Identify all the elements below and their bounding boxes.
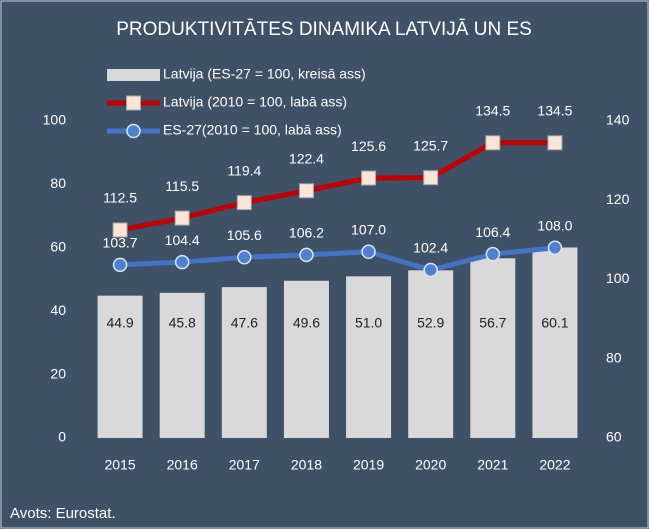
point-value-label: 119.4: [227, 162, 261, 178]
marker: [236, 195, 252, 211]
source-note: Avots: Eurostat.: [10, 505, 116, 522]
point-value-label: 134.5: [475, 102, 510, 118]
y2-tick-label: 140: [606, 112, 630, 128]
marker: [423, 170, 439, 186]
x-tick-label: 2021: [477, 457, 508, 473]
bar-value-label: 60.1: [541, 315, 568, 331]
marker: [547, 240, 563, 256]
bar-value-label: 49.6: [293, 315, 320, 331]
marker: [299, 247, 314, 263]
bar: [532, 247, 578, 438]
chart-title: PRODUKTIVITĀTES DINAMIKA LATVIJĀ UN ES: [116, 19, 532, 40]
series-line: [119, 140, 555, 233]
bar-value-label: 45.8: [169, 315, 196, 331]
point-value-label: 107.0: [351, 221, 386, 237]
point-value-label: 104.4: [165, 232, 200, 248]
point-value-label: 125.6: [351, 138, 386, 154]
y-tick-label: 40: [50, 302, 66, 318]
y2-tick-label: 80: [606, 349, 622, 365]
marker: [485, 246, 501, 262]
legend-label: Latvija (ES-27 = 100, kreisā ass): [163, 66, 366, 82]
bar: [221, 287, 267, 438]
legend-label: Latvija (2010 = 100, labā ass): [163, 94, 347, 110]
marker: [485, 135, 501, 151]
y2-tick-label: 60: [606, 429, 622, 445]
point-value-label: 108.0: [537, 218, 572, 234]
marker: [361, 244, 376, 260]
x-tick-label: 2016: [167, 457, 198, 473]
bar: [408, 270, 454, 438]
x-tick-label: 2018: [291, 457, 322, 473]
y2-tick-label: 100: [606, 270, 630, 286]
y-tick-label: 0: [58, 429, 66, 445]
legend-label: ES-27(2010 = 100, labā ass): [163, 122, 342, 138]
x-tick-label: 2022: [539, 457, 570, 473]
point-value-label: 102.4: [413, 240, 448, 256]
point-value-label: 105.6: [227, 227, 262, 243]
point-value-label: 112.5: [103, 190, 137, 206]
marker: [237, 250, 252, 265]
marker: [547, 135, 563, 151]
y-tick-label: 100: [43, 112, 67, 128]
y-tick-label: 60: [50, 239, 66, 255]
point-value-label: 115.5: [165, 178, 199, 194]
x-tick-label: 2020: [415, 457, 446, 473]
legend-swatch: [107, 69, 160, 81]
point-value-label: 134.5: [537, 102, 572, 118]
marker: [112, 222, 128, 238]
legend-marker: [126, 95, 141, 111]
legend-marker: [126, 123, 141, 139]
y-tick-label: 20: [50, 365, 66, 381]
bar-value-label: 56.7: [479, 315, 506, 331]
bar-value-label: 44.9: [106, 315, 133, 331]
marker: [174, 210, 190, 226]
x-tick-label: 2017: [229, 457, 260, 473]
bar: [283, 280, 329, 438]
bar-value-label: 51.0: [355, 315, 382, 331]
marker: [423, 262, 438, 278]
bar: [346, 276, 392, 438]
point-value-label: 106.2: [289, 225, 324, 241]
bar-value-label: 52.9: [417, 315, 444, 331]
x-tick-label: 2019: [353, 457, 384, 473]
bar-value-label: 47.6: [231, 315, 258, 331]
marker: [174, 254, 190, 270]
y-tick-label: 80: [50, 175, 66, 191]
y2-tick-label: 120: [606, 191, 630, 207]
marker: [298, 183, 314, 199]
marker: [112, 257, 128, 273]
point-value-label: 125.7: [413, 137, 448, 153]
point-value-label: 106.4: [475, 224, 510, 240]
point-value-label: 103.7: [103, 235, 138, 251]
marker: [361, 170, 377, 186]
bar: [97, 295, 143, 438]
series-line: [119, 245, 556, 273]
bar: [159, 292, 205, 438]
bar: [470, 258, 516, 438]
x-tick-label: 2015: [104, 457, 135, 473]
point-value-label: 122.4: [289, 150, 324, 166]
